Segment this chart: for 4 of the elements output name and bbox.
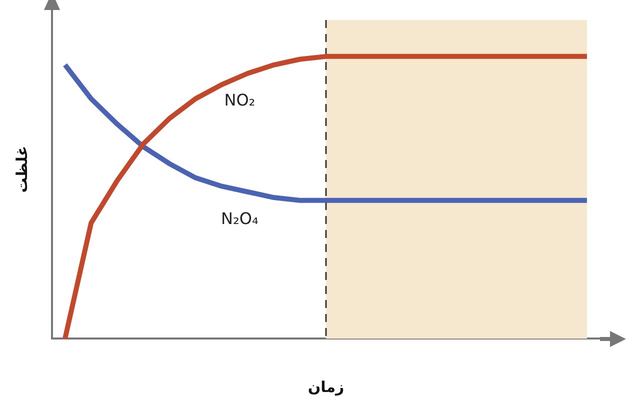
y-axis-title: غلظت — [12, 146, 31, 193]
x-axis-title: زمان — [308, 378, 344, 396]
series-label: N₂O₄ — [221, 209, 258, 228]
series-label: NO₂ — [224, 90, 256, 110]
